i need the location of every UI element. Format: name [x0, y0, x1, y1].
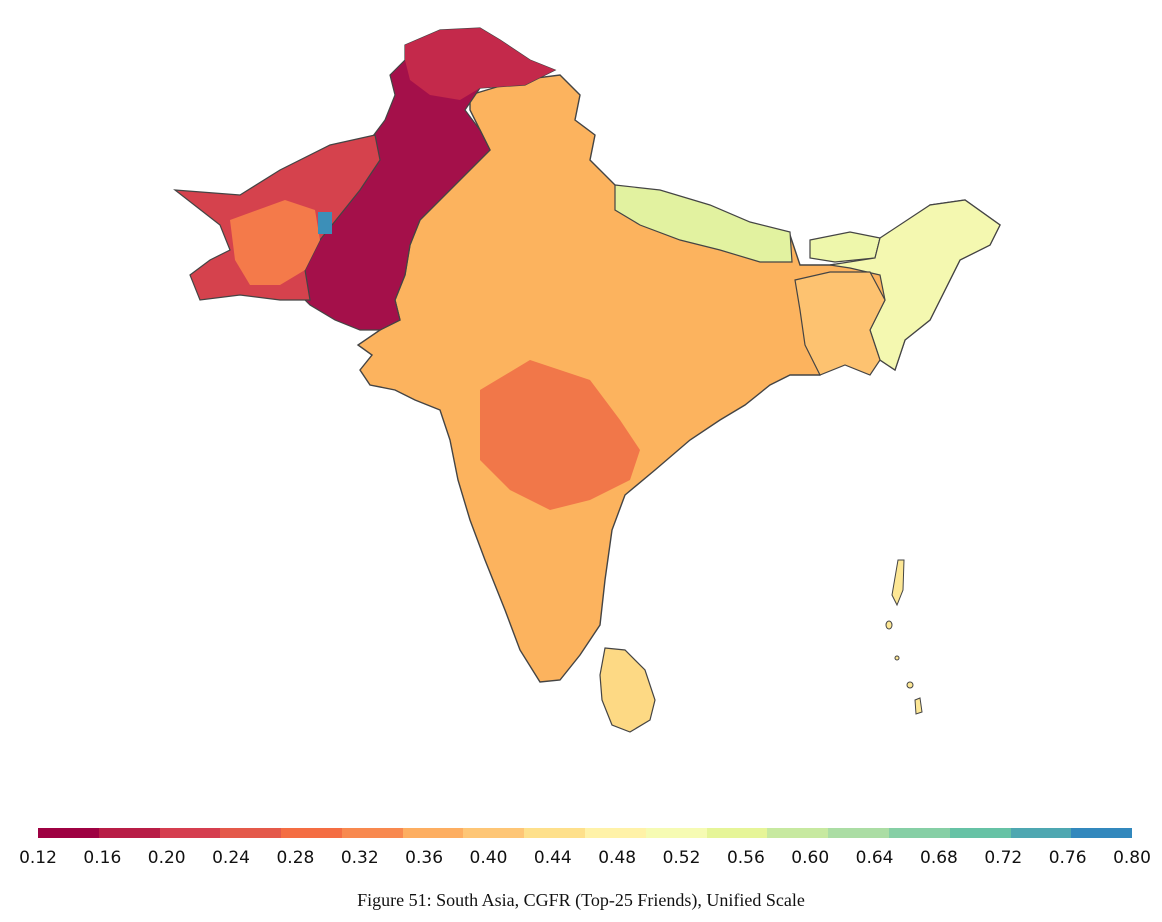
colorbar-swatch — [159, 828, 221, 838]
colorbar-swatch — [767, 828, 829, 838]
colorbar-swatch — [585, 828, 646, 838]
figure-caption: Figure 51: South Asia, CGFR (Top-25 Frie… — [357, 890, 805, 910]
colorbar-tick-label: 0.12 — [19, 848, 57, 868]
colorbar-tick-label: 0.32 — [340, 848, 379, 868]
colorbar-tick-label: 0.60 — [791, 848, 830, 868]
colorbar-tick-label: 0.64 — [855, 848, 894, 868]
colorbar-swatch — [281, 828, 342, 838]
colorbar-swatch — [38, 828, 99, 838]
region-india — [356, 74, 1001, 683]
colorbar-swatch — [706, 828, 768, 838]
colorbar-tick-label: 0.36 — [405, 848, 444, 868]
colorbar-tick-label: 0.56 — [726, 848, 765, 868]
colorbar-swatch — [220, 828, 282, 838]
region-central-india — [480, 360, 640, 510]
colorbar-swatch — [949, 828, 1011, 838]
colorbar-tick-label: 0.24 — [212, 848, 250, 868]
region-sri-lanka — [599, 647, 656, 733]
colorbar-swatch — [463, 828, 525, 838]
colorbar-swatch — [1071, 828, 1133, 838]
colorbar-swatch — [1010, 828, 1072, 838]
colorbar-swatch — [645, 828, 707, 838]
colorbar-tick-label: 0.44 — [533, 848, 572, 868]
colorbar-swatch — [98, 828, 160, 838]
region-bhutan — [809, 231, 881, 263]
region-andaman-nicobar — [885, 559, 923, 715]
teal-district — [318, 212, 332, 234]
colorbar-swatch — [402, 828, 464, 838]
region-afghanistan-border — [230, 200, 320, 285]
region-northeast-india — [829, 199, 1001, 371]
colorbar-tick-label: 0.68 — [920, 848, 958, 868]
colorbar-swatch — [524, 828, 586, 838]
colorbar-tick-label: 0.80 — [1113, 848, 1151, 868]
colorbar-tick-label: 0.72 — [984, 848, 1023, 868]
colorbar — [38, 828, 1133, 838]
region-nepal — [614, 184, 793, 263]
colorbar-tick-label: 0.48 — [598, 848, 637, 868]
colorbar-tick-label: 0.52 — [662, 848, 701, 868]
region-northern-pakistan — [405, 28, 555, 100]
choropleth-map — [173, 27, 1001, 733]
colorbar-tick-label: 0.40 — [469, 848, 508, 868]
colorbar-tick-label: 0.76 — [1048, 848, 1087, 868]
colorbar-ticks: 0.12 0.16 0.20 0.24 0.28 0.32 0.36 0.40 0.44 0.48… — [0, 848, 1162, 870]
colorbar-tick-label: 0.20 — [147, 848, 186, 868]
colorbar-swatch — [828, 828, 889, 838]
colorbar-tick-label: 0.28 — [276, 848, 315, 868]
map-canvas — [173, 27, 1001, 733]
region-bangladesh — [794, 271, 886, 376]
colorbar-swatch — [888, 828, 950, 838]
colorbar-swatch — [341, 828, 403, 838]
colorbar-tick-label: 0.16 — [83, 848, 122, 868]
